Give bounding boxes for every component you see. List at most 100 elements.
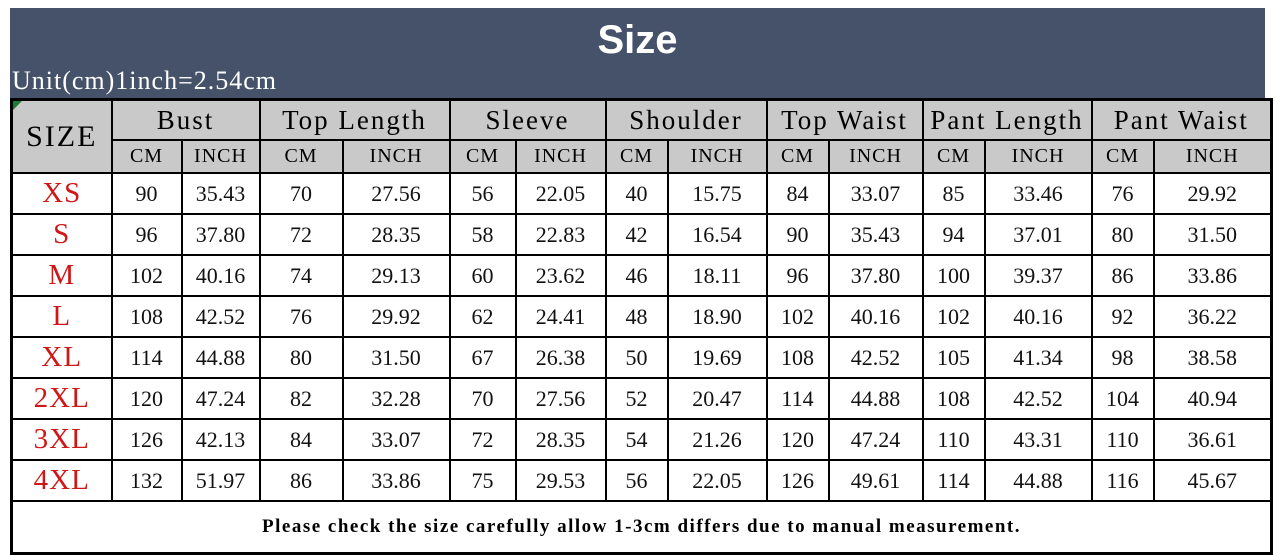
measurement-value: 47.24 — [827, 418, 924, 461]
measurement-value: 120 — [110, 377, 183, 420]
measurement-value: 86 — [258, 459, 344, 502]
table-row: S 96 37.80 72 28.35 58 22.83 42 16.54 90 35.43 94 37… — [10, 213, 1273, 256]
measurement-disclaimer: Please check the size carefully allow 1-… — [10, 500, 1273, 555]
subheader-inch: INCH — [983, 139, 1093, 174]
subheader-cm: CM — [604, 139, 669, 174]
measurement-value: 42.52 — [180, 295, 261, 338]
measurement-value: 33.07 — [827, 172, 924, 215]
measurement-value: 42.52 — [827, 336, 924, 379]
measurement-value: 44.88 — [983, 459, 1093, 502]
measurement-value: 31.50 — [1152, 213, 1273, 256]
group-header-pant-waist: Pant Waist — [1090, 98, 1273, 141]
measurement-value: 31.50 — [341, 336, 451, 379]
size-label: M — [10, 254, 113, 297]
measurement-value: 37.80 — [827, 254, 924, 297]
measurement-value: 36.22 — [1152, 295, 1273, 338]
measurement-value: 40 — [604, 172, 669, 215]
table-body: XS 90 35.43 70 27.56 56 22.05 40 15.75 84 33.07 85 3… — [10, 172, 1273, 502]
table-row: 4XL 132 51.97 86 33.86 75 29.53 56 22.05 126 49.61… — [10, 459, 1273, 502]
measurement-value: 76 — [1090, 172, 1155, 215]
measurement-value: 39.37 — [983, 254, 1093, 297]
table-row: XS 90 35.43 70 27.56 56 22.05 40 15.75 84 33.07 85 3… — [10, 172, 1273, 215]
subheader-cm: CM — [110, 139, 183, 174]
measurement-value: 40.94 — [1152, 377, 1273, 420]
measurement-value: 33.46 — [983, 172, 1093, 215]
group-header-pant-length: Pant Length — [921, 98, 1093, 141]
measurement-value: 84 — [765, 172, 830, 215]
measurement-value: 90 — [765, 213, 830, 256]
measurement-value: 40.16 — [983, 295, 1093, 338]
measurement-value: 110 — [1090, 418, 1155, 461]
size-label: 2XL — [10, 377, 113, 420]
size-label: 3XL — [10, 418, 113, 461]
measurement-value: 20.47 — [666, 377, 768, 420]
measurement-value: 29.92 — [341, 295, 451, 338]
measurement-value: 46 — [604, 254, 669, 297]
measurement-value: 18.11 — [666, 254, 768, 297]
subheader-cm: CM — [921, 139, 986, 174]
measurement-value: 90 — [110, 172, 183, 215]
measurement-value: 72 — [448, 418, 517, 461]
measurement-value: 132 — [110, 459, 183, 502]
measurement-value: 92 — [1090, 295, 1155, 338]
subheader-cm: CM — [765, 139, 830, 174]
measurement-value: 96 — [765, 254, 830, 297]
measurement-value: 33.07 — [341, 418, 451, 461]
measurement-value: 114 — [921, 459, 986, 502]
measurement-value: 50 — [604, 336, 669, 379]
measurement-value: 33.86 — [1152, 254, 1273, 297]
subheader-cm: CM — [258, 139, 344, 174]
measurement-value: 108 — [765, 336, 830, 379]
cell-corner-marker-icon — [13, 101, 22, 110]
measurement-value: 41.34 — [983, 336, 1093, 379]
measurement-value: 72 — [258, 213, 344, 256]
subheader-inch: INCH — [341, 139, 451, 174]
measurement-value: 28.35 — [341, 213, 451, 256]
measurement-value: 62 — [448, 295, 517, 338]
measurement-value: 75 — [448, 459, 517, 502]
table-header: SIZE Bust Top Length Sleeve Shoulder Top Wai… — [10, 98, 1273, 174]
table-row: 3XL 126 42.13 84 33.07 72 28.35 54 21.26 120 47.24… — [10, 418, 1273, 461]
measurement-value: 102 — [110, 254, 183, 297]
measurement-value: 32.28 — [341, 377, 451, 420]
measurement-value: 102 — [921, 295, 986, 338]
measurement-value: 49.61 — [827, 459, 924, 502]
measurement-value: 126 — [110, 418, 183, 461]
measurement-value: 18.90 — [666, 295, 768, 338]
measurement-value: 54 — [604, 418, 669, 461]
size-chart-table: SIZE Bust Top Length Sleeve Shoulder Top Wai… — [10, 98, 1274, 555]
measurement-value: 29.92 — [1152, 172, 1273, 215]
measurement-value: 67 — [448, 336, 517, 379]
measurement-value: 33.86 — [341, 459, 451, 502]
measurement-value: 44.88 — [180, 336, 261, 379]
measurement-value: 84 — [258, 418, 344, 461]
measurement-value: 35.43 — [180, 172, 261, 215]
measurement-value: 114 — [765, 377, 830, 420]
measurement-value: 85 — [921, 172, 986, 215]
subheader-inch: INCH — [827, 139, 924, 174]
measurement-value: 42.52 — [983, 377, 1093, 420]
measurement-value: 22.05 — [514, 172, 607, 215]
subheader-inch: INCH — [514, 139, 607, 174]
table-row: 2XL 120 47.24 82 32.28 70 27.56 52 20.47 114 44.88… — [10, 377, 1273, 420]
measurement-value: 43.31 — [983, 418, 1093, 461]
measurement-value: 116 — [1090, 459, 1155, 502]
subheader-inch: INCH — [666, 139, 768, 174]
measurement-value: 40.16 — [827, 295, 924, 338]
measurement-value: 24.41 — [514, 295, 607, 338]
measurement-value: 108 — [110, 295, 183, 338]
size-header-label: SIZE — [26, 119, 98, 153]
table-row: XL 114 44.88 80 31.50 67 26.38 50 19.69 108 42.52 1… — [10, 336, 1273, 379]
page-title: Size — [597, 18, 678, 62]
unit-subheader-row: CM INCH CM INCH CM INCH CM INCH CM INCH CM INCH CM IN… — [12, 139, 1273, 174]
measurement-value: 94 — [921, 213, 986, 256]
measurement-value: 27.56 — [341, 172, 451, 215]
measurement-value: 38.58 — [1152, 336, 1273, 379]
measurement-value: 58 — [448, 213, 517, 256]
measurement-value: 56 — [604, 459, 669, 502]
measurement-value: 100 — [921, 254, 986, 297]
measurement-value: 105 — [921, 336, 986, 379]
measurement-value: 22.05 — [666, 459, 768, 502]
title-band: Size Unit(cm)1inch=2.54cm — [10, 8, 1265, 98]
measurement-value: 42.13 — [180, 418, 261, 461]
